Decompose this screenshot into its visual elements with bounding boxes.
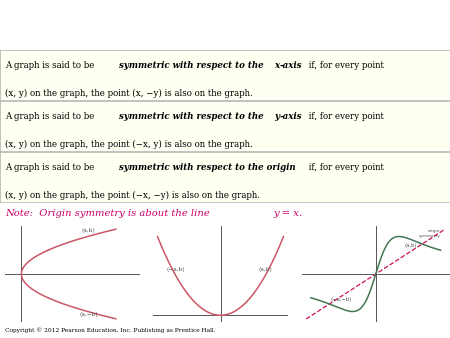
Text: y: y [274, 112, 279, 121]
Text: (x, y) on the graph, the point (−x, −y) is also on the graph.: (x, y) on the graph, the point (−x, −y) … [5, 191, 261, 200]
Text: symmetric with respect to the: symmetric with respect to the [119, 112, 267, 121]
Text: (−a,−b): (−a,−b) [330, 297, 351, 302]
Text: A graph is said to be: A graph is said to be [5, 163, 98, 172]
Text: if, for every point: if, for every point [306, 112, 383, 121]
Text: Note:  Origin symmetry is about the line: Note: Origin symmetry is about the line [5, 210, 213, 218]
Text: (−a,b): (−a,b) [166, 267, 185, 272]
Text: (a,b): (a,b) [259, 267, 272, 272]
Text: x: x [274, 61, 279, 70]
Text: (x, y) on the graph, the point (−x, y) is also on the graph.: (x, y) on the graph, the point (−x, y) i… [5, 140, 253, 149]
Text: Tests for Symmetry: Tests for Symmetry [167, 32, 283, 46]
Text: symmetric with respect to the: symmetric with respect to the [119, 61, 267, 70]
Text: symmetric with respect to the origin: symmetric with respect to the origin [119, 163, 296, 172]
Text: y = x.: y = x. [273, 210, 302, 218]
Text: -axis: -axis [279, 112, 302, 121]
Text: if, for every point: if, for every point [306, 61, 383, 70]
Text: (a,b): (a,b) [82, 228, 96, 234]
Text: A graph is said to be: A graph is said to be [5, 112, 98, 121]
Text: (x, y) on the graph, the point (x, −y) is also on the graph.: (x, y) on the graph, the point (x, −y) i… [5, 89, 253, 98]
Text: -axis: -axis [279, 61, 302, 70]
Text: origin
symmetry: origin symmetry [418, 229, 441, 238]
Text: (a,b): (a,b) [404, 243, 417, 248]
Text: Copyright © 2012 Pearson Education, Inc. Publishing as Prentice Hall.: Copyright © 2012 Pearson Education, Inc.… [5, 327, 216, 333]
Text: if, for every point: if, for every point [306, 163, 383, 172]
Text: 2.7 – Analyzing Graphs of Functions and Piecewise Defined Functions: 2.7 – Analyzing Graphs of Functions and … [32, 9, 418, 19]
Text: A graph is said to be: A graph is said to be [5, 61, 98, 70]
Text: (a,−b): (a,−b) [80, 312, 98, 317]
